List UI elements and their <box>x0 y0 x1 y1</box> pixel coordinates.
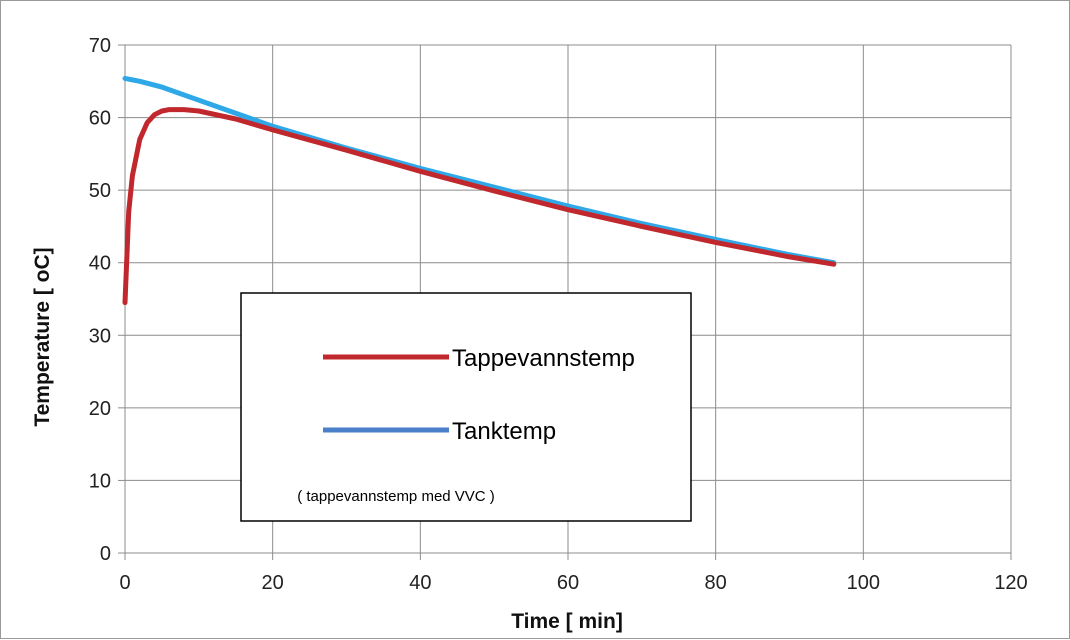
series-line-tanktemp <box>122 75 837 266</box>
y-tick-label: 20 <box>89 398 111 420</box>
legend-label-tanktemp: Tanktemp <box>452 418 556 445</box>
x-tick-label: 120 <box>994 572 1027 594</box>
series-lines <box>122 75 837 306</box>
y-tick-labels: 0 10 20 30 40 50 60 70 <box>89 35 111 565</box>
y-axis-title: Temperature [ oC] <box>31 247 54 426</box>
x-tick-label: 20 <box>262 572 284 594</box>
x-tick-label: 60 <box>557 572 579 594</box>
y-tick-label: 60 <box>89 108 111 130</box>
y-tick-label: 50 <box>89 180 111 202</box>
y-tick-label: 0 <box>100 543 111 565</box>
x-tick-label: 0 <box>119 572 130 594</box>
series-line-tappevannstemp <box>122 107 837 306</box>
x-tick-labels: 0 20 40 60 80 100 120 <box>119 572 1027 594</box>
y-tick-label: 40 <box>89 253 111 275</box>
legend-box <box>240 292 692 522</box>
y-tick-label: 10 <box>89 470 111 492</box>
x-tick-label: 40 <box>409 572 431 594</box>
x-tick-label: 80 <box>705 572 727 594</box>
y-tick-label: 30 <box>89 325 111 347</box>
x-axis-title: Time [ min] <box>511 610 623 633</box>
x-tick-label: 100 <box>847 572 880 594</box>
legend-label-tappevannstemp: Tappevannstemp <box>452 345 635 372</box>
y-tick-label: 70 <box>89 35 111 57</box>
legend-note: ( tappevannstemp med VVC ) <box>297 488 495 505</box>
legend: Tappevannstemp Tanktemp ( tappevannstemp… <box>240 292 692 522</box>
